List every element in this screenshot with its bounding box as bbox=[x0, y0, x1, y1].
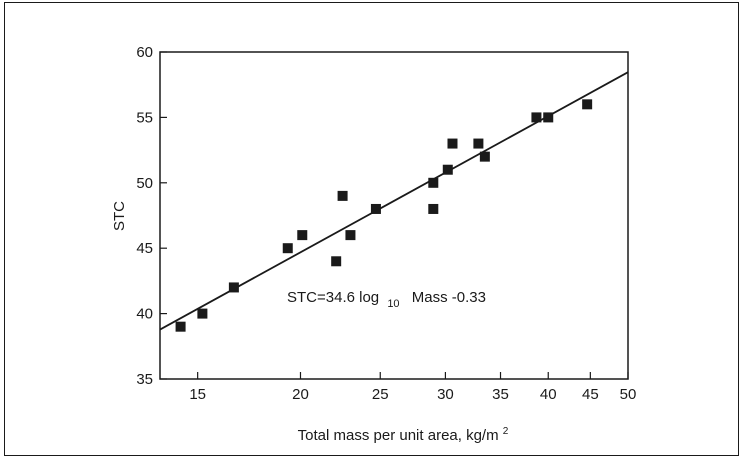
data-point bbox=[479, 151, 490, 162]
equation-subscript: 10 bbox=[387, 298, 399, 310]
x-tick-label: 40 bbox=[540, 386, 557, 403]
y-axis-title: STC bbox=[111, 201, 128, 231]
equation-annotation: STC=34.6 log 10 Mass -0.33 bbox=[287, 289, 486, 311]
equation-prefix: STC=34.6 log bbox=[287, 289, 379, 306]
data-point bbox=[337, 190, 348, 201]
data-point bbox=[282, 243, 293, 254]
y-tick-label: 45 bbox=[136, 240, 153, 257]
y-tick-label: 40 bbox=[136, 306, 153, 323]
x-tick-label: 20 bbox=[292, 386, 309, 403]
data-point bbox=[582, 99, 593, 110]
x-tick-label: 45 bbox=[582, 386, 599, 403]
equation-suffix: Mass -0.33 bbox=[412, 289, 486, 306]
data-point bbox=[345, 230, 356, 241]
data-point bbox=[428, 203, 439, 214]
data-point bbox=[197, 308, 208, 319]
x-tick-label: 25 bbox=[372, 386, 389, 403]
figure-frame bbox=[4, 2, 739, 456]
data-point bbox=[370, 203, 381, 214]
x-axis-title-main: Total mass per unit area, kg/m bbox=[298, 427, 499, 444]
y-tick-label: 50 bbox=[136, 175, 153, 192]
x-tick-label: 35 bbox=[492, 386, 509, 403]
x-tick-label: 15 bbox=[189, 386, 206, 403]
data-point bbox=[442, 164, 453, 175]
data-point bbox=[447, 138, 458, 149]
data-point bbox=[473, 138, 484, 149]
data-point bbox=[531, 112, 542, 123]
data-point bbox=[543, 112, 554, 123]
plot-area bbox=[159, 51, 629, 380]
data-point bbox=[175, 321, 186, 332]
data-point bbox=[331, 256, 342, 267]
data-point bbox=[428, 177, 439, 188]
y-tick-label: 60 bbox=[136, 44, 153, 61]
y-tick-label: 55 bbox=[136, 109, 153, 126]
x-axis-title-superscript: 2 bbox=[503, 426, 509, 437]
x-tick-label: 50 bbox=[620, 386, 637, 403]
data-point bbox=[297, 230, 308, 241]
y-tick-label: 35 bbox=[136, 371, 153, 388]
x-tick-label: 30 bbox=[437, 386, 454, 403]
data-point bbox=[228, 282, 239, 293]
x-axis-title: Total mass per unit area, kg/m 2 bbox=[298, 426, 509, 444]
